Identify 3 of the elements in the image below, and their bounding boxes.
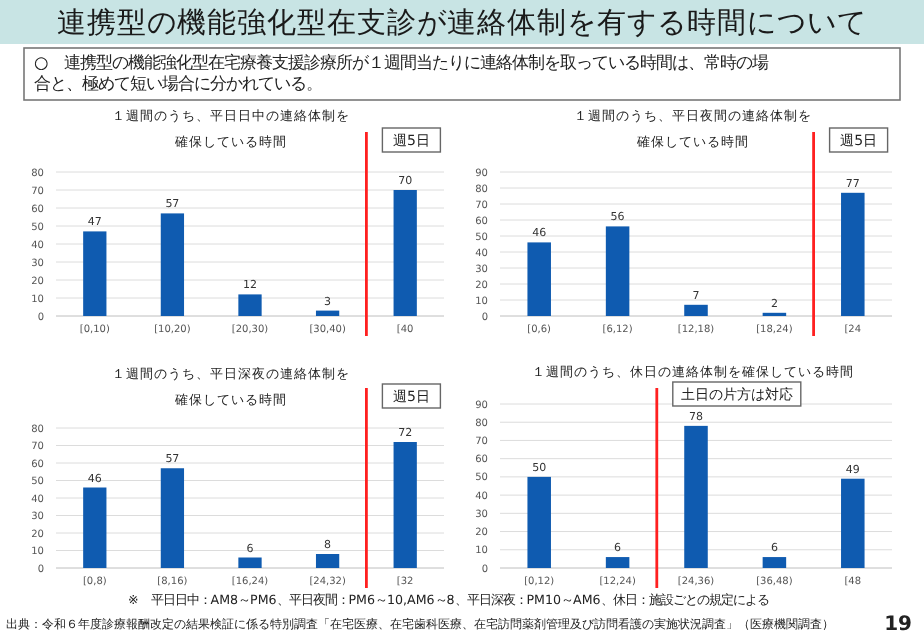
- text: 19: [884, 614, 913, 636]
- text: ○ 連携型の機能強化型在宅療養支援診療所が１週間当たりに連絡体制を取っている時間は、常時の場合と、極めて短い場合に分かれている。: [34, 52, 769, 93]
- text: 連携型の機能強化型在支診が連絡体制を有する時間について: [57, 6, 867, 40]
